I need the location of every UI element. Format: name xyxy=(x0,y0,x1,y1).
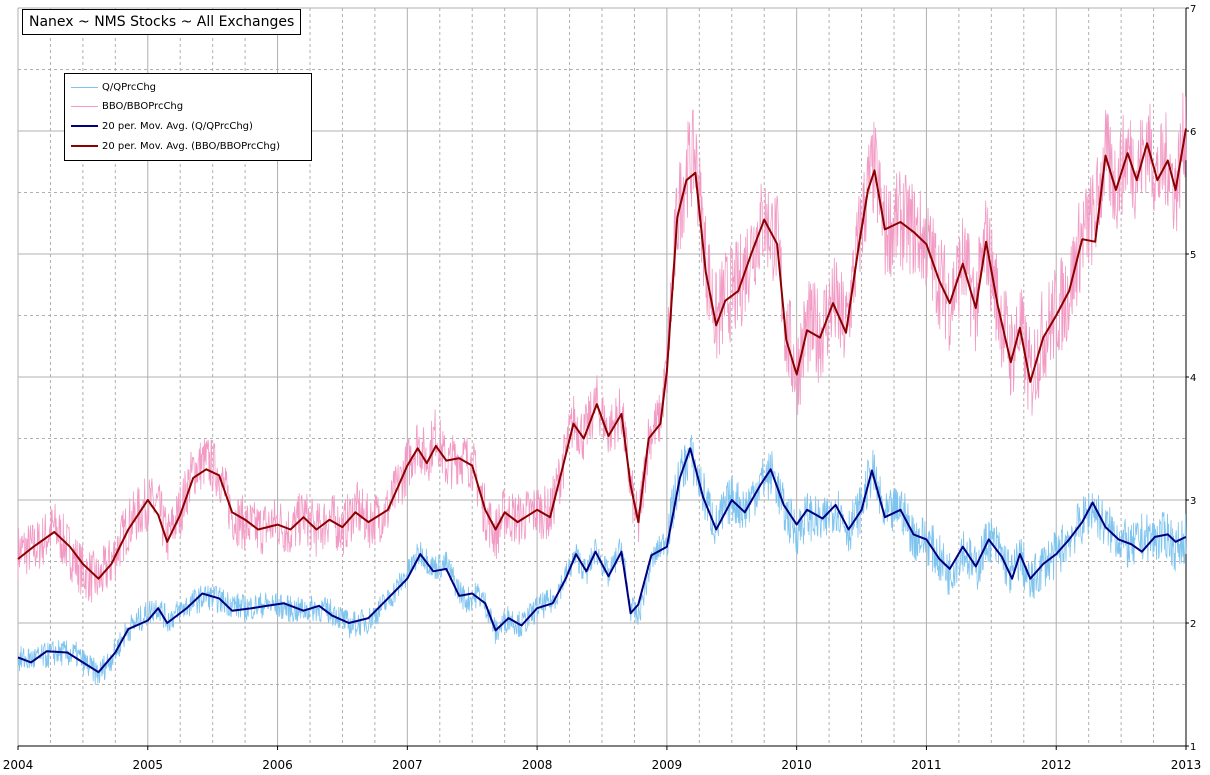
legend-swatch-bbo xyxy=(71,105,98,107)
series-line-q xyxy=(17,434,1187,685)
x-tick-label: 2013 xyxy=(1171,758,1202,772)
y-tick-label: 7 xyxy=(1190,4,1196,15)
legend-item-bbo: BBO/BBOPrcChg xyxy=(71,97,183,115)
y-tick-label: 3 xyxy=(1190,496,1196,507)
legend-label-q: Q/QPrcChg xyxy=(102,81,157,93)
series-line-bbo xyxy=(17,92,1187,603)
legend-label-bbo-avg: 20 per. Mov. Avg. (BBO/BBOPrcChg) xyxy=(102,140,280,152)
legend-item-q-avg: 20 per. Mov. Avg. (Q/QPrcChg) xyxy=(71,117,253,135)
x-tick-label: 2004 xyxy=(3,758,34,772)
x-tick-label: 2005 xyxy=(133,758,164,772)
y-tick-label: 6 xyxy=(1190,127,1196,138)
y-tick-label: 4 xyxy=(1190,373,1196,384)
legend-label-bbo: BBO/BBOPrcChg xyxy=(102,100,184,112)
y-tick-label: 2 xyxy=(1190,619,1196,630)
legend: Q/QPrcChg BBO/BBOPrcChg 20 per. Mov. Avg… xyxy=(64,73,312,161)
legend-item-bbo-avg: 20 per. Mov. Avg. (BBO/BBOPrcChg) xyxy=(71,137,280,155)
legend-swatch-q xyxy=(71,86,98,88)
x-tick-label: 2012 xyxy=(1041,758,1072,772)
series-line-bbo-avg xyxy=(17,128,1187,580)
x-tick-label: 2008 xyxy=(522,758,553,772)
y-tick-label: 1 xyxy=(1190,742,1196,753)
x-tick-label: 2010 xyxy=(781,758,812,772)
series-line-q-avg xyxy=(17,447,1187,674)
x-tick-label: 2007 xyxy=(392,758,423,772)
x-tick-label: 2011 xyxy=(911,758,942,772)
legend-label-q-avg: 20 per. Mov. Avg. (Q/QPrcChg) xyxy=(102,120,253,132)
x-tick-label: 2006 xyxy=(262,758,293,772)
legend-swatch-q-avg xyxy=(71,125,98,127)
chart-title: Nanex ~ NMS Stocks ~ All Exchanges xyxy=(22,9,302,35)
x-tick-label: 2009 xyxy=(652,758,683,772)
legend-item-q: Q/QPrcChg xyxy=(71,78,156,96)
legend-swatch-bbo-avg xyxy=(71,145,98,147)
y-tick-label: 5 xyxy=(1190,250,1196,261)
